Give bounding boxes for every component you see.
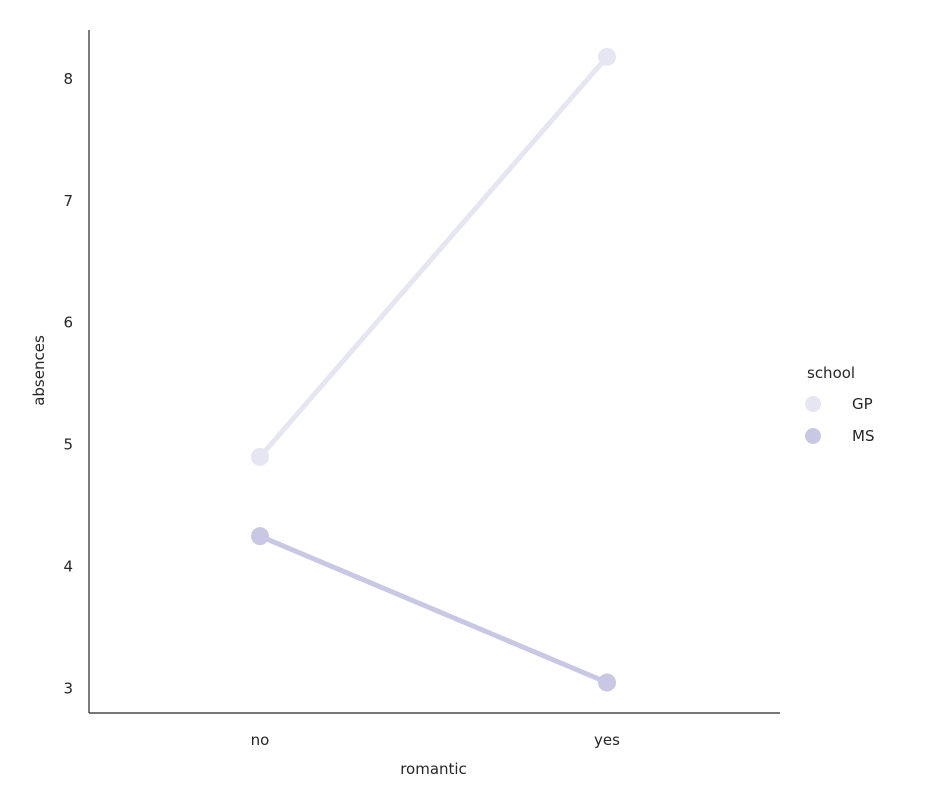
- axes: [88, 30, 780, 714]
- x-tick-label: yes: [594, 731, 620, 749]
- series-line: [257, 54, 610, 460]
- x-axis-label: romantic: [400, 760, 467, 778]
- y-tick-label: 7: [63, 192, 73, 210]
- y-tick-label: 6: [63, 314, 73, 332]
- legend: school GP MS: [805, 364, 874, 445]
- legend-items: GP MS: [805, 395, 874, 445]
- data-point: [598, 673, 616, 692]
- x-ticks: no yes: [251, 731, 620, 749]
- data-point: [251, 527, 269, 546]
- legend-label: MS: [852, 427, 874, 445]
- y-tick-label: 3: [63, 680, 73, 698]
- y-tick-label: 5: [63, 436, 73, 454]
- legend-title: school: [807, 364, 855, 382]
- series-layer: [251, 47, 616, 692]
- legend-label: GP: [852, 395, 873, 413]
- y-tick-label: 4: [63, 558, 73, 576]
- series-line: [257, 533, 610, 686]
- y-tick-label: 8: [63, 70, 73, 88]
- x-tick-label: no: [251, 731, 270, 749]
- series-GP: [251, 47, 616, 466]
- y-axis-label: absences: [30, 335, 48, 406]
- legend-marker: [805, 428, 821, 444]
- series-MS: [251, 527, 616, 692]
- data-point: [251, 447, 269, 466]
- y-ticks: 3 4 5 6 7 8: [63, 70, 73, 698]
- legend-marker: [805, 396, 821, 412]
- data-point: [598, 47, 616, 66]
